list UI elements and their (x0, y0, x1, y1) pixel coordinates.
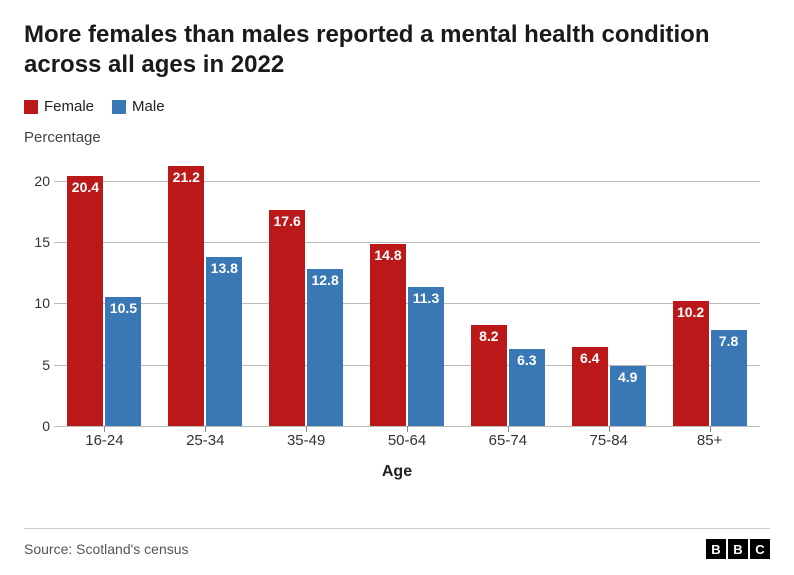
bar-value-label: 10.2 (677, 304, 704, 320)
x-tick-label: 50-64 (357, 432, 458, 449)
bar: 13.8 (206, 257, 242, 426)
x-tick-label: 35-49 (256, 432, 357, 449)
bar-value-label: 6.3 (517, 352, 536, 368)
bar-group: 21.2 13.8 (155, 156, 256, 426)
chart-footer: Source: Scotland's census BBC (24, 528, 770, 559)
bar: 17.6 (269, 210, 305, 426)
bar-value-label: 20.4 (72, 179, 99, 195)
legend-swatch (112, 100, 126, 114)
bar-value-label: 10.5 (110, 300, 137, 316)
x-tick-label: 75-84 (558, 432, 659, 449)
bar-value-label: 6.4 (580, 350, 599, 366)
chart-title: More females than males reported a menta… (24, 20, 770, 80)
bar-value-label: 4.9 (618, 369, 637, 385)
bar: 7.8 (711, 330, 747, 426)
legend-item: Female (24, 98, 94, 115)
y-tick-label: 0 (26, 418, 50, 434)
bar: 6.4 (572, 347, 608, 426)
bar: 21.2 (168, 166, 204, 426)
x-tick-label: 85+ (659, 432, 760, 449)
legend-item: Male (112, 98, 165, 115)
bar-value-label: 7.8 (719, 333, 738, 349)
bar-value-label: 11.3 (413, 290, 439, 306)
bar-value-label: 12.8 (312, 272, 339, 288)
bar-value-label: 21.2 (173, 169, 200, 185)
bar: 6.3 (509, 349, 545, 426)
bar: 10.5 (105, 297, 141, 426)
bar: 4.9 (610, 366, 646, 426)
bar-group: 6.4 4.9 (558, 156, 659, 426)
bar-value-label: 14.8 (374, 247, 401, 263)
legend-label: Male (132, 98, 165, 115)
y-tick-label: 5 (26, 357, 50, 373)
y-axis-label: Percentage (24, 129, 770, 146)
bbc-block: B (728, 539, 748, 559)
x-tick-label: 65-74 (457, 432, 558, 449)
x-tick-label: 16-24 (54, 432, 155, 449)
bbc-block: B (706, 539, 726, 559)
bar-value-label: 13.8 (211, 260, 238, 276)
bar: 14.8 (370, 244, 406, 426)
y-tick-label: 20 (26, 173, 50, 189)
bar: 11.3 (408, 287, 444, 426)
bar-group: 17.6 12.8 (256, 156, 357, 426)
bar-group: 10.2 7.8 (659, 156, 760, 426)
bbc-block: C (750, 539, 770, 559)
bar: 8.2 (471, 325, 507, 426)
bbc-logo: BBC (706, 539, 770, 559)
bar: 10.2 (673, 301, 709, 426)
legend-label: Female (44, 98, 94, 115)
y-tick-label: 15 (26, 234, 50, 250)
chart-plot-area: 05101520 20.410.521.213.817.612.814.811.… (54, 156, 760, 426)
x-axis-label: Age (24, 463, 770, 481)
bar: 12.8 (307, 269, 343, 426)
x-tick-label: 25-34 (155, 432, 256, 449)
source-text: Source: Scotland's census (24, 541, 189, 557)
bar-group: 8.2 6.3 (457, 156, 558, 426)
bar-group: 20.4 10.5 (54, 156, 155, 426)
y-tick-label: 10 (26, 295, 50, 311)
bar-value-label: 8.2 (479, 328, 498, 344)
legend-swatch (24, 100, 38, 114)
bar: 20.4 (67, 176, 103, 426)
bar-value-label: 17.6 (274, 213, 301, 229)
legend: Female Male (24, 98, 770, 115)
bar-group: 14.8 11.3 (357, 156, 458, 426)
x-axis-ticks: 16-2425-3435-4950-6465-7475-8485+ (54, 432, 760, 449)
